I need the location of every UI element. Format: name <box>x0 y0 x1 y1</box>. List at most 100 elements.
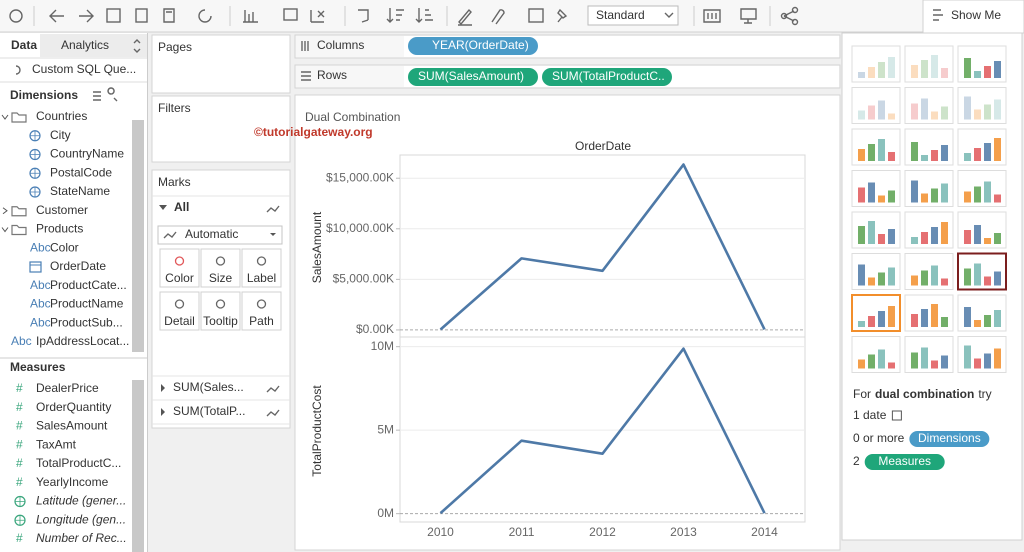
mark-type[interactable]: Automatic <box>185 227 238 241</box>
datasource-icon[interactable] <box>163 8 175 23</box>
dimension-field[interactable]: Products <box>36 222 83 236</box>
mark-button[interactable] <box>159 248 200 288</box>
row-pill[interactable] <box>542 68 672 86</box>
x-tick-label: 2010 <box>427 525 454 539</box>
pages-card[interactable] <box>151 34 291 94</box>
dimension-field[interactable]: City <box>50 128 71 142</box>
new-sheet-icon[interactable] <box>243 10 258 23</box>
show-me-tab[interactable] <box>922 0 1024 34</box>
mark-button-label[interactable]: Label <box>247 271 276 285</box>
thumb-glyph <box>931 304 938 327</box>
expand-arrow[interactable] <box>1 114 9 120</box>
dimension-field[interactable]: Color <box>50 240 79 254</box>
mark-button-label[interactable]: Detail <box>164 314 195 328</box>
chart-type-thumb[interactable] <box>851 87 901 124</box>
dimension-field[interactable]: CountryName <box>50 147 124 161</box>
chart-type-thumb[interactable] <box>957 87 1007 124</box>
tableau-logo[interactable] <box>9 9 23 23</box>
measure-field[interactable]: DealerPrice <box>36 381 99 395</box>
expand-icon[interactable] <box>161 408 165 416</box>
undo-icon[interactable] <box>49 9 64 23</box>
chart-type-thumb[interactable] <box>851 45 901 83</box>
expand-icon[interactable] <box>159 205 167 210</box>
group-icon[interactable] <box>491 9 505 25</box>
mark-button-label[interactable]: Path <box>249 314 274 328</box>
row-pill-label[interactable]: SUM(SalesAmount) <box>418 69 524 83</box>
measure-field[interactable]: TotalProductC... <box>36 456 121 470</box>
share-icon[interactable] <box>783 10 795 22</box>
marks-all[interactable]: All <box>174 200 189 214</box>
dimension-field[interactable]: ProductCate... <box>50 278 127 292</box>
highlight-icon[interactable] <box>458 8 472 26</box>
mark-button[interactable] <box>200 291 241 331</box>
mark-button[interactable] <box>241 291 282 331</box>
redo-icon[interactable] <box>79 9 94 23</box>
requirements: 1 date 0 or more Dimensions 2 Measures <box>853 408 990 470</box>
analytics-tab[interactable] <box>40 34 147 57</box>
fit-dropdown-text[interactable]: Standard <box>596 8 645 22</box>
fit-dropdown[interactable] <box>587 5 679 26</box>
measure-field[interactable]: TaxAmt <box>36 437 77 451</box>
tab-menu-icon[interactable] <box>133 39 141 53</box>
mark-button[interactable] <box>200 248 241 288</box>
label-icon[interactable] <box>528 8 544 23</box>
mark-button[interactable] <box>241 248 282 288</box>
column-pill-label[interactable]: YEAR(OrderDate) <box>432 38 529 52</box>
tab-analytics[interactable]: Analytics <box>61 38 109 52</box>
mark-button-label[interactable]: Tooltip <box>203 314 238 328</box>
data-source[interactable]: Custom SQL Que... <box>32 62 136 76</box>
tab-data[interactable]: Data <box>11 38 37 52</box>
chart-type-thumb[interactable] <box>904 87 954 124</box>
refresh-icon[interactable] <box>198 9 212 23</box>
dimension-field[interactable]: Customer <box>36 203 88 217</box>
measure-field[interactable]: Latitude (gener... <box>36 494 126 508</box>
row-pill[interactable] <box>408 68 538 86</box>
measure-field[interactable]: SalesAmount <box>36 419 108 433</box>
dimension-field[interactable]: Countries <box>36 109 87 123</box>
chart-type-thumb[interactable] <box>904 45 954 83</box>
mark-type-dropdown[interactable] <box>157 225 283 245</box>
measure-field[interactable]: Number of Rec... <box>36 531 127 545</box>
measure-field[interactable]: YearlyIncome <box>36 475 109 489</box>
expand-arrow[interactable] <box>1 227 9 233</box>
dimension-field[interactable]: PostalCode <box>50 165 112 179</box>
mark-measure[interactable]: SUM(TotalP... <box>173 404 245 418</box>
measure-field[interactable]: OrderQuantity <box>36 400 111 414</box>
sort-desc-icon[interactable] <box>415 8 433 23</box>
show-cards-icon[interactable] <box>703 9 721 23</box>
thumb-glyph <box>931 360 938 369</box>
scrollbar[interactable] <box>132 120 144 352</box>
expand-icon[interactable] <box>161 384 165 392</box>
dimension-field[interactable]: StateName <box>50 184 110 198</box>
new-datasource-icon[interactable] <box>135 8 148 23</box>
dimension-field[interactable]: ProductName <box>50 297 124 311</box>
sort-asc-icon[interactable] <box>386 8 404 23</box>
dimensions-tools[interactable] <box>93 87 118 102</box>
save-icon[interactable] <box>106 8 121 23</box>
thumb-glyph <box>921 232 928 244</box>
swap-icon[interactable] <box>358 9 369 23</box>
filters-card[interactable] <box>151 95 291 163</box>
thumb-glyph <box>974 71 981 78</box>
row-pill-label[interactable]: SUM(TotalProductC.. <box>552 69 665 83</box>
scrollbar[interactable] <box>132 380 144 552</box>
dimension-field[interactable]: OrderDate <box>50 259 106 273</box>
mark-measure[interactable]: SUM(Sales... <box>173 380 244 394</box>
toolbar-icons[interactable] <box>9 5 799 26</box>
thumb-glyph <box>994 99 1001 120</box>
presentation-icon[interactable] <box>740 8 757 24</box>
mark-button-label[interactable]: Color <box>165 271 194 285</box>
show-me-label[interactable]: Show Me <box>951 8 1001 22</box>
clear-icon[interactable] <box>310 10 325 23</box>
dimension-field[interactable]: IpAddressLocat... <box>36 334 129 348</box>
mark-button-label[interactable]: Size <box>209 271 233 285</box>
measure-field[interactable]: Longitude (gen... <box>36 512 126 526</box>
duplicate-icon[interactable] <box>283 8 298 21</box>
collapse-arrow[interactable] <box>2 207 8 215</box>
pin-icon[interactable] <box>557 8 568 23</box>
thumb-glyph <box>878 272 885 286</box>
thumb-glyph <box>921 193 928 203</box>
dimension-field[interactable]: ProductSub... <box>50 315 123 329</box>
mark-button[interactable] <box>159 291 200 331</box>
column-pill[interactable] <box>408 37 538 55</box>
